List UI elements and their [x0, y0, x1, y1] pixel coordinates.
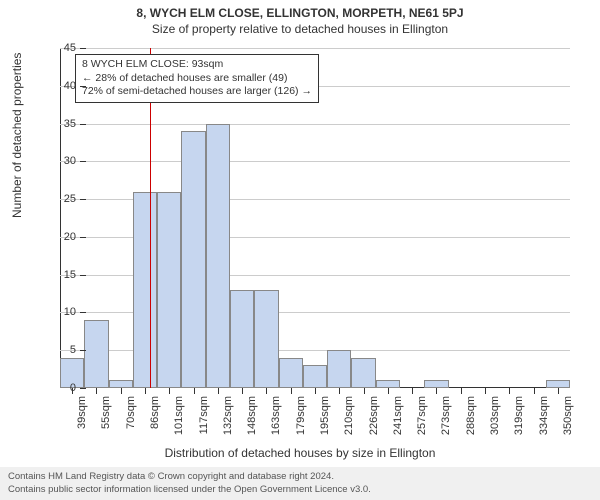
x-tick [388, 388, 389, 394]
y-tick-label: 40 [64, 80, 76, 92]
x-tick-label: 163sqm [270, 396, 282, 435]
footer: Contains HM Land Registry data © Crown c… [0, 467, 600, 500]
x-tick [169, 388, 170, 394]
x-tick [339, 388, 340, 394]
x-tick [121, 388, 122, 394]
x-tick [412, 388, 413, 394]
histogram-bar [279, 358, 303, 388]
y-tick-label: 30 [64, 155, 76, 167]
x-tick [436, 388, 437, 394]
y-tick [80, 312, 86, 313]
x-tick [242, 388, 243, 394]
y-tick-label: 15 [64, 269, 76, 281]
y-tick-label: 35 [64, 118, 76, 130]
histogram-bar [351, 358, 375, 388]
x-tick-label: 257sqm [416, 396, 428, 435]
x-tick-label: 303sqm [489, 396, 501, 435]
histogram-bar [181, 131, 205, 388]
histogram-bar [133, 192, 157, 388]
histogram-bar [424, 380, 448, 388]
x-tick-label: 195sqm [319, 396, 331, 435]
y-tick [80, 237, 86, 238]
annotation-line: ← 28% of detached houses are smaller (49… [82, 72, 312, 86]
chart-title: 8, WYCH ELM CLOSE, ELLINGTON, MORPETH, N… [0, 0, 600, 20]
x-axis-label: Distribution of detached houses by size … [0, 446, 600, 460]
y-tick [80, 86, 86, 87]
histogram-bar [84, 320, 108, 388]
chart-subtitle: Size of property relative to detached ho… [0, 20, 600, 36]
histogram-bar [254, 290, 278, 388]
histogram-bar [327, 350, 351, 388]
x-tick-label: 86sqm [149, 396, 161, 429]
histogram-bar [157, 192, 181, 388]
y-tick-label: 20 [64, 231, 76, 243]
chart-container: 8, WYCH ELM CLOSE, ELLINGTON, MORPETH, N… [0, 0, 600, 500]
y-tick [80, 199, 86, 200]
histogram-bar [303, 365, 327, 388]
y-tick-label: 0 [70, 382, 76, 394]
x-tick [485, 388, 486, 394]
x-tick [509, 388, 510, 394]
x-tick [266, 388, 267, 394]
y-tick [80, 161, 86, 162]
x-tick-label: 241sqm [392, 396, 404, 435]
histogram-bar [109, 380, 133, 388]
y-axis-label: Number of detached properties [10, 53, 24, 218]
x-tick-label: 350sqm [562, 396, 574, 435]
histogram-bar [230, 290, 254, 388]
x-tick [218, 388, 219, 394]
y-axis-line [60, 48, 61, 388]
y-tick-label: 45 [64, 42, 76, 54]
y-tick-label: 5 [70, 344, 76, 356]
x-tick-label: 132sqm [222, 396, 234, 435]
y-tick [80, 124, 86, 125]
x-tick-label: 226sqm [368, 396, 380, 435]
x-tick-label: 210sqm [343, 396, 355, 435]
x-tick [558, 388, 559, 394]
y-tick-label: 25 [64, 193, 76, 205]
x-tick [534, 388, 535, 394]
x-tick-label: 101sqm [173, 396, 185, 435]
grid-line [60, 48, 570, 49]
x-tick-label: 319sqm [513, 396, 525, 435]
histogram-bar [376, 380, 400, 388]
y-tick [80, 350, 86, 351]
x-tick-label: 288sqm [465, 396, 477, 435]
annotation-line: 8 WYCH ELM CLOSE: 93sqm [82, 58, 312, 72]
x-tick-label: 55sqm [100, 396, 112, 429]
x-tick [96, 388, 97, 394]
x-tick-label: 179sqm [295, 396, 307, 435]
grid-line [60, 124, 570, 125]
annotation-box: 8 WYCH ELM CLOSE: 93sqm← 28% of detached… [75, 54, 319, 103]
plot-area: 8 WYCH ELM CLOSE: 93sqm← 28% of detached… [60, 48, 570, 388]
annotation-line: 72% of semi-detached houses are larger (… [82, 85, 312, 99]
x-tick [461, 388, 462, 394]
y-tick [80, 275, 86, 276]
x-tick-label: 39sqm [76, 396, 88, 429]
x-tick [291, 388, 292, 394]
x-tick-label: 117sqm [198, 396, 210, 434]
histogram-bar [546, 380, 570, 388]
y-tick [80, 48, 86, 49]
footer-line2: Contains public sector information licen… [8, 484, 592, 496]
histogram-bar [206, 124, 230, 388]
x-tick [315, 388, 316, 394]
x-tick-label: 70sqm [125, 396, 137, 429]
grid-line [60, 161, 570, 162]
y-tick [80, 388, 86, 389]
x-tick [364, 388, 365, 394]
footer-line1: Contains HM Land Registry data © Crown c… [8, 471, 592, 483]
y-tick-label: 10 [64, 306, 76, 318]
x-tick [145, 388, 146, 394]
x-tick-label: 273sqm [440, 396, 452, 435]
x-tick-label: 148sqm [246, 396, 258, 435]
x-tick-label: 334sqm [538, 396, 550, 435]
x-tick [194, 388, 195, 394]
